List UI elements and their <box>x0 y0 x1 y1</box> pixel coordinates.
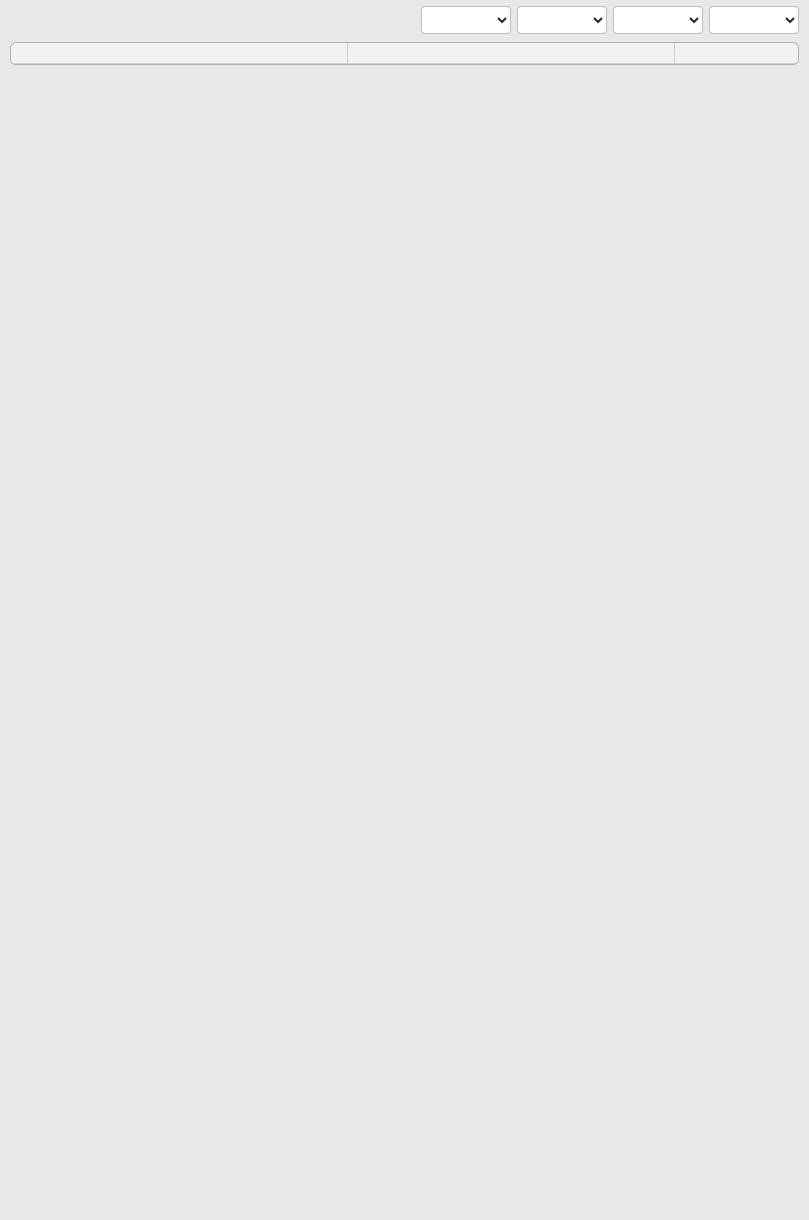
tour-select[interactable] <box>709 6 799 34</box>
year-select[interactable] <box>421 6 511 34</box>
stats-table-container <box>10 42 799 65</box>
surface-select[interactable] <box>517 6 607 34</box>
stats-breakdown-panel <box>0 0 809 75</box>
stats-table <box>11 43 798 64</box>
round-select[interactable] <box>613 6 703 34</box>
table-header-row <box>11 43 798 64</box>
col-header-stats <box>11 43 348 64</box>
col-header-player2 <box>675 43 799 64</box>
filter-bar <box>421 6 799 34</box>
col-header-player1 <box>348 43 675 64</box>
panel-header <box>10 4 799 42</box>
